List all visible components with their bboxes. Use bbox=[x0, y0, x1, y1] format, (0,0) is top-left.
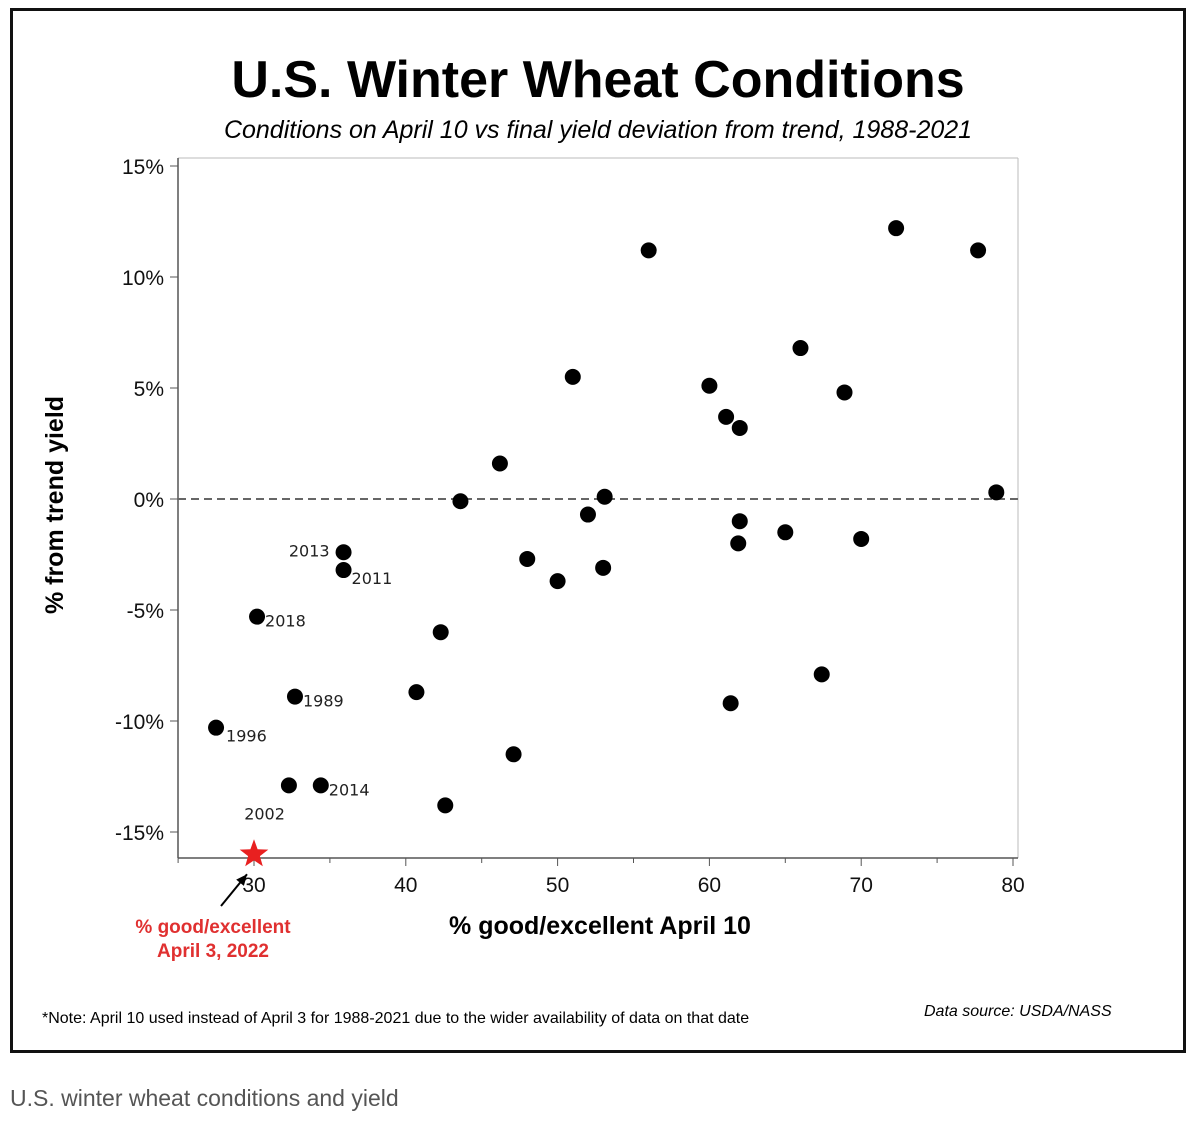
data-point bbox=[813, 666, 830, 683]
data-point bbox=[452, 493, 469, 510]
data-point bbox=[432, 624, 449, 641]
x-axis-label: % good/excellent April 10 bbox=[449, 912, 751, 940]
y-tick-label: 10% bbox=[122, 267, 164, 290]
data-point bbox=[731, 419, 748, 436]
y-tick-label: -5% bbox=[127, 600, 164, 623]
data-point bbox=[988, 484, 1005, 501]
y-tick-label: 0% bbox=[134, 489, 164, 512]
data-point bbox=[836, 384, 853, 401]
y-tick-label: -10% bbox=[115, 711, 164, 734]
data-point bbox=[722, 695, 739, 712]
x-tick-label: 30 bbox=[242, 874, 265, 897]
data-point bbox=[286, 688, 303, 705]
data-point bbox=[888, 220, 905, 237]
point-label: 1989 bbox=[303, 692, 344, 711]
figure-caption: U.S. winter wheat conditions and yield bbox=[10, 1085, 399, 1111]
data-point bbox=[249, 608, 266, 625]
point-label: 2018 bbox=[265, 612, 306, 631]
data-point bbox=[335, 562, 352, 579]
data-point bbox=[718, 408, 735, 425]
x-tick-label: 50 bbox=[546, 874, 569, 897]
y-tick-label: 5% bbox=[134, 378, 164, 401]
data-point bbox=[564, 368, 581, 385]
data-point bbox=[731, 513, 748, 530]
data-point bbox=[312, 777, 329, 794]
data-point bbox=[505, 746, 522, 763]
point-label: 2002 bbox=[244, 804, 285, 823]
y-tick-label: 15% bbox=[122, 156, 164, 179]
callout-2022: % good/excellent April 3, 2022 bbox=[108, 916, 318, 964]
x-tick-label: 70 bbox=[850, 874, 873, 897]
point-label: 1996 bbox=[226, 727, 267, 746]
data-point bbox=[579, 506, 596, 523]
point-label: 2011 bbox=[352, 569, 393, 588]
star-2022-marker bbox=[239, 839, 269, 867]
chart-subtitle: Conditions on April 10 vs final yield de… bbox=[223, 116, 973, 144]
y-axis-label: % from trend yield bbox=[41, 395, 69, 615]
data-point bbox=[549, 573, 566, 590]
data-point bbox=[596, 488, 613, 505]
data-point bbox=[970, 242, 987, 259]
data-point bbox=[519, 550, 536, 567]
data-point bbox=[595, 559, 612, 576]
data-point bbox=[640, 242, 657, 259]
data-point bbox=[777, 524, 794, 541]
callout-line-1: % good/excellent bbox=[135, 917, 291, 938]
callout-arrow-head bbox=[236, 874, 247, 886]
data-point bbox=[701, 377, 718, 394]
footnote: *Note: April 10 used instead of April 3 … bbox=[42, 1010, 750, 1027]
data-point bbox=[280, 777, 297, 794]
data-source: Data source: USDA/NASS bbox=[924, 1003, 1112, 1020]
chart-frame bbox=[10, 8, 1186, 1053]
x-tick-label: 80 bbox=[1001, 874, 1024, 897]
data-point bbox=[335, 544, 352, 561]
point-label: 2014 bbox=[329, 780, 370, 799]
chart-title: U.S. Winter Wheat Conditions bbox=[231, 51, 965, 109]
x-tick-label: 60 bbox=[698, 874, 721, 897]
data-point bbox=[408, 684, 425, 701]
point-label: 2013 bbox=[289, 541, 330, 560]
data-point bbox=[730, 535, 747, 552]
data-point bbox=[792, 340, 809, 357]
data-point bbox=[853, 530, 870, 547]
data-point bbox=[491, 455, 508, 472]
data-point bbox=[208, 719, 225, 736]
callout-line-2: April 3, 2022 bbox=[157, 941, 269, 962]
data-point bbox=[437, 797, 454, 814]
y-tick-label: -15% bbox=[115, 822, 164, 845]
x-tick-label: 40 bbox=[394, 874, 417, 897]
